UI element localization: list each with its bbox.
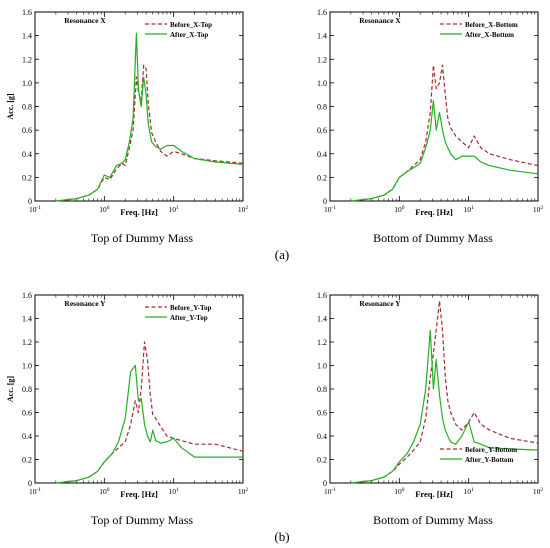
legend-label: After_Y-Bottom — [465, 456, 514, 464]
chart-2: 0 0.2 0.4 0.6 0.8 1.0 1.2 1.4 1.6 10-1 100 101 102 Re… — [317, 8, 543, 245]
y-tick-label: 1.2 — [22, 55, 32, 64]
x-tick-label: 102 — [238, 205, 249, 214]
y-tick-label: 1.2 — [22, 338, 32, 347]
y-tick-label: 0 — [323, 197, 327, 206]
y-tick-label: 1.0 — [317, 79, 327, 88]
x-axis-label: Freq. [Hz] — [415, 489, 453, 499]
y-tick-label: 1.2 — [317, 55, 327, 64]
y-tick-label: 1.6 — [317, 8, 327, 17]
x-tick-label: 102 — [238, 487, 249, 496]
y-tick-label: 0.8 — [22, 385, 32, 394]
y-tick-label: 1.0 — [317, 362, 327, 371]
y-tick-label: 0.8 — [317, 385, 327, 394]
y-tick-label: 1.4 — [22, 315, 32, 324]
series-line-after-x-bottom — [350, 99, 539, 202]
y-tick-label: 0.6 — [22, 409, 32, 418]
x-tick-label: 100 — [394, 205, 405, 214]
chart-title: Resonance Y — [64, 299, 106, 308]
x-tick-label: 101 — [169, 205, 180, 214]
y-axis-label: Acc. [g] — [6, 376, 15, 403]
y-tick-label: 1.0 — [22, 362, 32, 371]
y-tick-label: 1.6 — [22, 8, 32, 17]
chart-1: 0 0.2 0.4 0.6 0.8 1.0 1.2 1.4 1.6 10-1 100 101 102 Re… — [6, 8, 248, 245]
chart-caption: Top of Dummy Mass — [91, 513, 193, 527]
legend-label: Before_X-Bottom — [465, 21, 518, 29]
y-tick-label: 0 — [28, 197, 32, 206]
series-line-before-x-bottom — [350, 64, 539, 202]
legend-label: Before_Y-Bottom — [465, 446, 517, 454]
y-tick-label: 1.2 — [317, 338, 327, 347]
y-tick-label: 0.6 — [22, 126, 32, 135]
x-tick-label: 10-1 — [29, 205, 41, 214]
y-tick-label: 1.4 — [22, 32, 32, 41]
y-tick-label: 0.4 — [317, 150, 327, 159]
legend-label: Before_Y-Top — [170, 304, 211, 312]
x-tick-label: 101 — [169, 487, 180, 496]
y-tick-label: 0.4 — [22, 432, 32, 441]
chart-caption: Bottom of Dummy Mass — [373, 513, 493, 527]
x-tick-label: 100 — [99, 487, 110, 496]
chart-caption: Top of Dummy Mass — [91, 231, 193, 245]
y-tick-label: 0.4 — [22, 150, 32, 159]
chart-title: Resonance Y — [359, 299, 401, 308]
y-tick-label: 0.8 — [22, 103, 32, 112]
y-tick-label: 0 — [323, 479, 327, 488]
legend-label: Before_X-Top — [170, 21, 212, 29]
series-line-after-y-top — [55, 364, 243, 484]
series-line-after-x-top — [55, 32, 244, 202]
chart-4: 0 0.2 0.4 0.6 0.8 1.0 1.2 1.4 1.6 10-1 100 101 102 Re… — [317, 291, 543, 527]
y-tick-label: 0.2 — [317, 173, 327, 182]
y-tick-label: 0.2 — [22, 173, 32, 182]
x-axis-label: Freq. [Hz] — [120, 207, 158, 217]
y-tick-label: 1.4 — [317, 315, 327, 324]
y-tick-label: 1.6 — [317, 291, 327, 300]
x-tick-label: 10-1 — [324, 205, 336, 214]
y-tick-label: 1.6 — [22, 291, 32, 300]
panel-label-b: (b) — [274, 529, 289, 544]
x-tick-label: 102 — [533, 205, 544, 214]
x-tick-label: 101 — [464, 487, 475, 496]
plot-frame — [34, 11, 244, 202]
y-tick-label: 0.8 — [317, 103, 327, 112]
y-tick-label: 0 — [28, 479, 32, 488]
y-tick-label: 0.4 — [317, 432, 327, 441]
y-axis-label: Acc. [g] — [6, 93, 15, 120]
y-tick-label: 0.6 — [317, 409, 327, 418]
x-tick-label: 101 — [464, 205, 475, 214]
chart-title: Resonance X — [64, 16, 106, 25]
chart-title: Resonance X — [359, 16, 401, 25]
legend-label: After_Y-Top — [170, 314, 208, 322]
legend-label: After_X-Bottom — [465, 31, 514, 39]
y-tick-label: 1.4 — [317, 32, 327, 41]
series-line-after-y-bottom — [350, 329, 539, 484]
x-axis-label: Freq. [Hz] — [415, 207, 453, 217]
y-tick-label: 0.2 — [22, 456, 32, 465]
x-tick-label: 100 — [99, 205, 110, 214]
chart-3: 0 0.2 0.4 0.6 0.8 1.0 1.2 1.4 1.6 10-1 100 101 102 Re… — [6, 291, 248, 527]
legend-label: After_X-Top — [170, 31, 208, 39]
x-tick-label: 10-1 — [324, 487, 336, 496]
x-tick-label: 100 — [394, 487, 405, 496]
plot-frame — [34, 294, 244, 484]
y-tick-label: 0.2 — [317, 456, 327, 465]
panel-label-a: (a) — [275, 247, 289, 262]
y-tick-label: 0.6 — [317, 126, 327, 135]
x-axis-label: Freq. [Hz] — [120, 489, 158, 499]
chart-caption: Bottom of Dummy Mass — [373, 231, 493, 245]
series-line-before-y-bottom — [350, 300, 539, 484]
series-line-before-y-top — [55, 341, 244, 484]
x-tick-label: 102 — [533, 487, 544, 496]
x-tick-label: 10-1 — [29, 487, 41, 496]
y-tick-label: 1.0 — [22, 79, 32, 88]
